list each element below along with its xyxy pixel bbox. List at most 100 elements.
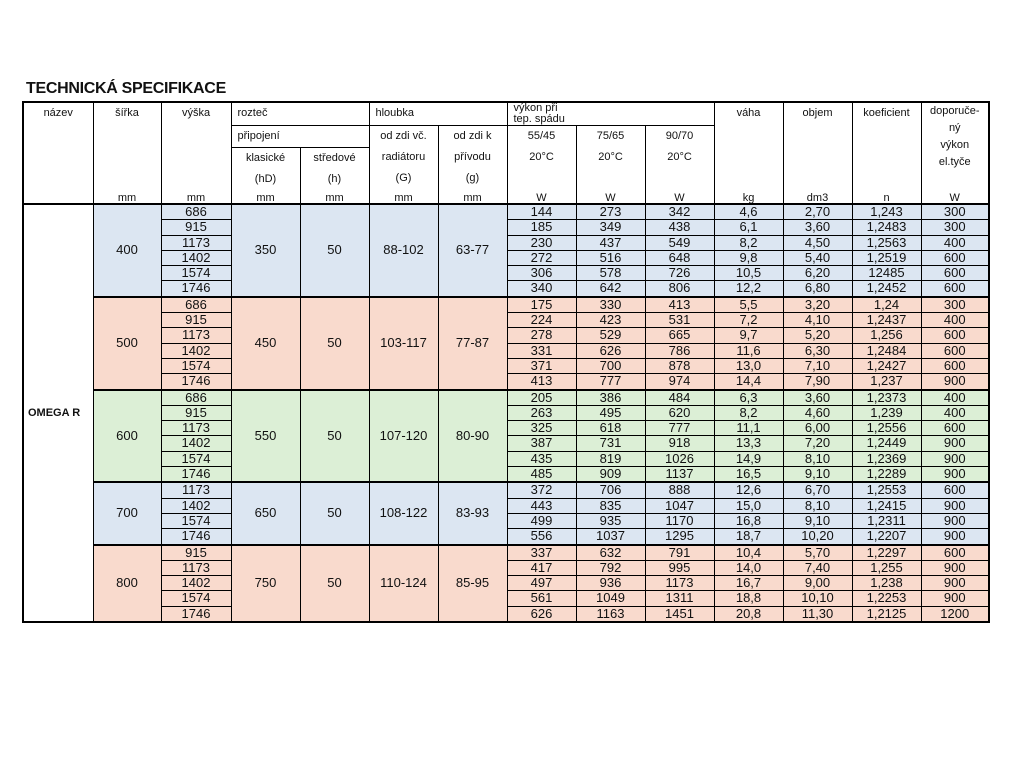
cell-koeficient: 1,2373 xyxy=(851,388,922,406)
header-unit: mm xyxy=(394,192,413,204)
cell-doporuceny-vykon: 900 xyxy=(920,590,990,607)
table-row: 1402 497 936 1173 16,7 9,00 1,238 900 xyxy=(23,575,990,592)
cell-vyska: 915 xyxy=(160,219,232,236)
cell-objem: 5,70 xyxy=(782,543,853,561)
cell-doporuceny-vykon: 600 xyxy=(920,481,990,499)
header-unit: mm xyxy=(117,192,137,204)
table-row: OMEGA R 400 686 350 50 88-102 63-77 144 273 342 4,… xyxy=(22,203,990,623)
cell-stredove: 50 xyxy=(299,203,370,298)
cell-objem: 6,00 xyxy=(782,420,853,437)
cell-vyska: 1574 xyxy=(160,512,232,530)
header-label: (h) xyxy=(327,173,342,185)
cell-vykon-90-70: 484 xyxy=(644,388,715,406)
cell-vyska: 1746 xyxy=(160,605,232,623)
header-label: radiátoru xyxy=(381,151,426,163)
cell-vykon-90-70: 777 xyxy=(644,420,715,437)
header-label: el.tyče xyxy=(938,156,971,168)
table-row: 1746 556 1037 1295 18,7 10,20 1,2207 900 xyxy=(23,528,990,546)
cell-vykon-55-45: 185 xyxy=(506,219,577,236)
table-row: 1402 443 835 1047 15,0 8,10 1,2415 900 xyxy=(23,497,990,514)
cell-vykon-75-65: 909 xyxy=(575,466,646,483)
cell-vykon-90-70: 1295 xyxy=(644,528,715,546)
cell-sirka: 600 xyxy=(92,388,162,483)
cell-stredove: 50 xyxy=(299,388,370,483)
cell-vykon-75-65: 386 xyxy=(575,388,646,406)
cell-vyska: 686 xyxy=(160,203,232,221)
cell-od-zdi-radiatoru: 107-120 xyxy=(368,388,439,483)
cell-vykon-90-70: 995 xyxy=(644,559,715,577)
cell-vaha: 6,1 xyxy=(713,219,784,236)
cell-koeficient: 1,2484 xyxy=(851,342,922,359)
header-od-zdi-radiatoru: od zdi vč. radiátoru (G) mm xyxy=(368,125,439,208)
cell-koeficient: 1,2207 xyxy=(851,528,922,546)
cell-objem: 5,20 xyxy=(782,327,853,344)
cell-vaha: 8,2 xyxy=(713,234,784,251)
cell-vykon-55-45: 626 xyxy=(506,605,577,623)
cell-objem: 3,60 xyxy=(782,219,853,236)
cell-vyska: 1574 xyxy=(160,590,232,607)
table-row: 1402 387 731 918 13,3 7,20 1,2449 900 xyxy=(23,435,990,452)
cell-vaha: 11,6 xyxy=(713,342,784,359)
cell-doporuceny-vykon: 1200 xyxy=(920,605,990,623)
cell-vykon-55-45: 331 xyxy=(506,342,577,359)
cell-vykon-75-65: 835 xyxy=(575,497,646,514)
cell-vykon-75-65: 626 xyxy=(575,342,646,359)
cell-vyska: 1574 xyxy=(160,450,232,468)
table-row: 1574 435 819 1026 14,9 8,10 1,2369 900 xyxy=(23,450,990,468)
cell-vaha: 10,4 xyxy=(713,543,784,561)
cell-vaha: 14,4 xyxy=(713,373,784,391)
cell-doporuceny-vykon: 600 xyxy=(920,265,990,282)
cell-od-zdi-privodu: 63-77 xyxy=(437,203,508,298)
cell-vaha: 14,0 xyxy=(713,559,784,577)
cell-objem: 9,10 xyxy=(782,512,853,530)
cell-vykon-75-65: 1037 xyxy=(575,528,646,546)
cell-objem: 6,80 xyxy=(782,280,853,298)
cell-vyska: 1173 xyxy=(160,559,232,577)
cell-vykon-55-45: 278 xyxy=(506,327,577,344)
cell-vykon-55-45: 413 xyxy=(506,373,577,391)
cell-doporuceny-vykon: 900 xyxy=(920,435,990,452)
cell-doporuceny-vykon: 600 xyxy=(920,357,990,375)
cell-vaha: 13,0 xyxy=(713,357,784,375)
header-label: (hD) xyxy=(254,173,277,185)
cell-vyska: 1402 xyxy=(160,342,232,359)
cell-vykon-55-45: 372 xyxy=(506,481,577,499)
table-row: 915 224 423 531 7,2 4,10 1,2437 400 xyxy=(23,312,990,329)
cell-vykon-55-45: 371 xyxy=(506,357,577,375)
header-stredove: středové (h) mm xyxy=(299,147,370,208)
table-row: 500 686 450 50 103-117 77-87 175 330 413 5,5 3,20 1… xyxy=(23,295,990,391)
cell-vykon-55-45: 340 xyxy=(506,280,577,298)
header-vyska: výška mm xyxy=(160,101,232,208)
table-row: 1402 272 516 648 9,8 5,40 1,2519 600 xyxy=(23,249,990,267)
cell-doporuceny-vykon: 400 xyxy=(920,234,990,251)
cell-objem: 4,10 xyxy=(782,312,853,329)
cell-vaha: 12,6 xyxy=(713,481,784,499)
header-unit: dm3 xyxy=(806,192,829,204)
cell-vyska: 915 xyxy=(160,404,232,422)
cell-doporuceny-vykon: 900 xyxy=(920,528,990,546)
cell-vykon-75-65: 495 xyxy=(575,404,646,422)
cell-vykon-90-70: 1173 xyxy=(644,575,715,592)
cell-vykon-75-65: 792 xyxy=(575,559,646,577)
cell-vykon-90-70: 1170 xyxy=(644,512,715,530)
cell-vykon-55-45: 205 xyxy=(506,388,577,406)
table-row: 1746 340 642 806 12,2 6,80 1,2452 600 xyxy=(23,280,990,298)
header-sirka: šířka mm xyxy=(92,101,162,208)
cell-vyska: 1402 xyxy=(160,497,232,514)
cell-doporuceny-vykon: 600 xyxy=(920,420,990,437)
header-unit: mm xyxy=(325,192,344,204)
cell-vykon-75-65: 578 xyxy=(575,265,646,282)
header-unit: kg xyxy=(742,192,755,204)
cell-vykon-55-45: 443 xyxy=(506,497,577,514)
table-row: 1746 626 1163 1451 20,8 11,30 1,2125 1200 xyxy=(23,605,990,623)
cell-vyska: 1746 xyxy=(160,466,232,483)
cell-vaha: 12,2 xyxy=(713,280,784,298)
header-unit: W xyxy=(605,192,616,204)
table-row: 915 263 495 620 8,2 4,60 1,239 400 xyxy=(23,404,990,422)
table-row: 1574 306 578 726 10,5 6,20 12485 600 xyxy=(23,265,990,282)
cell-vykon-90-70: 791 xyxy=(644,543,715,561)
cell-od-zdi-privodu: 77-87 xyxy=(437,295,508,391)
cell-objem: 4,50 xyxy=(782,234,853,251)
cell-doporuceny-vykon: 400 xyxy=(920,404,990,422)
cell-objem: 4,60 xyxy=(782,404,853,422)
